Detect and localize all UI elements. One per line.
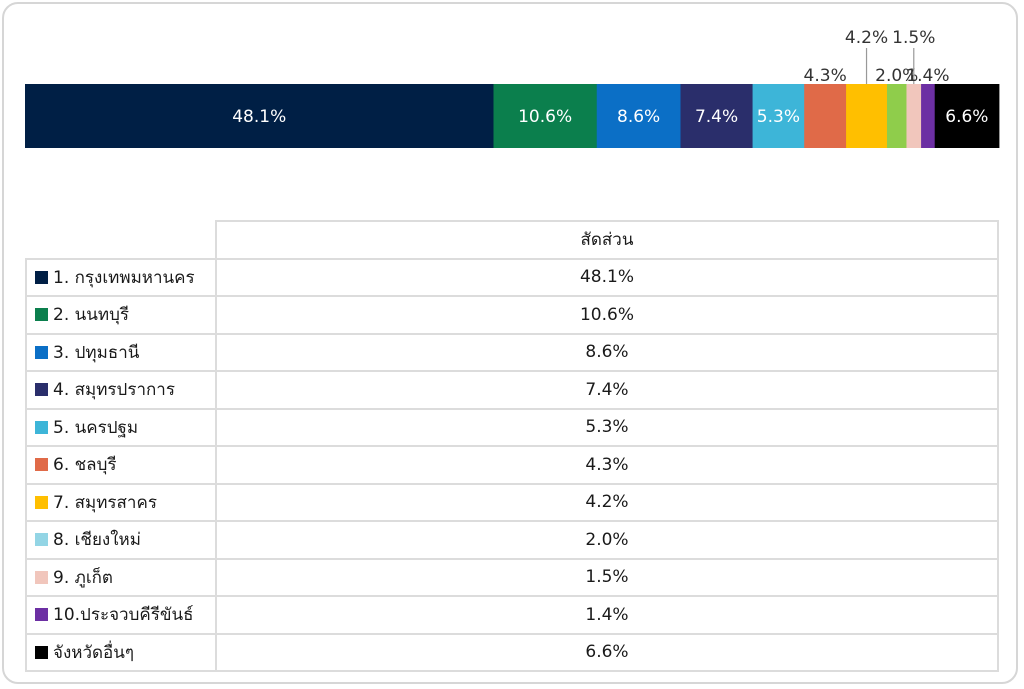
row-label: 3. ปทุมธานี: [53, 342, 140, 363]
table-row: 4. สมุทรปราการ 7.4%: [25, 370, 999, 410]
row-label: 5. นครปฐม: [53, 417, 139, 438]
row-label: จังหวัดอื่นๆ: [53, 642, 135, 663]
row-value: 48.1%: [215, 257, 999, 297]
table-row: 6. ชลบุรี 4.3%: [25, 445, 999, 485]
stacked-bar-chart: 48.1% 10.6% 8.6% 7.4% 5.3% 4.3% 4.2% 2.0% 1.5% 1.…: [25, 28, 1000, 148]
table-row: 3. ปทุมธานี 8.6%: [25, 332, 999, 372]
row-label: 8. เชียงใหม่: [53, 530, 141, 551]
legend-swatch: [35, 458, 48, 472]
row-label: 7. สมุทรสาคร: [53, 492, 157, 513]
table-corner: [26, 221, 217, 260]
bar-segment-2: [493, 84, 598, 148]
bar-value-label-7: 4.2%: [845, 28, 888, 48]
row-value: 5.3%: [215, 407, 999, 447]
row-value: 10.6%: [215, 295, 999, 335]
bar-value-label-6: 4.3%: [804, 66, 847, 86]
legend-swatch: [35, 608, 48, 622]
bar-segment-1: [25, 84, 494, 148]
table-column-header: สัดส่วน: [215, 220, 999, 260]
bar-segment-8: [886, 84, 907, 148]
bar-segment-4: [680, 84, 753, 148]
row-label: 6. ชลบุรี: [53, 455, 117, 476]
row-value: 2.0%: [215, 520, 999, 560]
table-row: 8. เชียงใหม่ 2.0%: [25, 520, 999, 560]
legend-swatch: [35, 383, 48, 397]
legend-swatch: [35, 420, 48, 434]
table-row: 7. สมุทรสาคร 4.2%: [25, 482, 999, 522]
bar-value-label-5: 5.3%: [757, 107, 800, 127]
table-row: 5. นครปฐม 5.3%: [25, 407, 999, 447]
row-label: 4. สมุทรปราการ: [53, 380, 175, 401]
bar-value-label-1: 48.1%: [232, 107, 286, 127]
table-row: 9. ภูเก็ต 1.5%: [25, 557, 999, 597]
row-label-cell: 2. นนทบุรี: [25, 295, 217, 335]
row-label-cell: 4. สมุทรปราการ: [25, 370, 217, 410]
row-label-cell: 9. ภูเก็ต: [25, 557, 217, 597]
legend-swatch: [35, 570, 48, 584]
data-table: สัดส่วน 1. กรุงเทพมหานคร 48.1% 2. นนทบุรี 1…: [25, 220, 999, 672]
legend-swatch: [35, 270, 48, 284]
row-label-cell: 8. เชียงใหม่: [25, 520, 217, 560]
bar-value-label-10: 1.4%: [906, 66, 949, 86]
row-label-cell: 5. นครปฐม: [25, 407, 217, 447]
table-row: 1. กรุงเทพมหานคร 48.1%: [25, 257, 999, 297]
row-value: 1.5%: [215, 557, 999, 597]
row-value: 6.6%: [215, 632, 999, 672]
bar-segment-9: [906, 84, 922, 148]
bar-value-label-4: 7.4%: [695, 107, 738, 127]
row-label: 1. กรุงเทพมหานคร: [53, 267, 195, 288]
table-row: 10.ประจวบคีรีขันธ์ 1.4%: [25, 595, 999, 635]
row-label-cell: 6. ชลบุรี: [25, 445, 217, 485]
legend-swatch: [35, 308, 48, 322]
row-value: 7.4%: [215, 370, 999, 410]
row-label-cell: 3. ปทุมธานี: [25, 332, 217, 372]
bar-value-label-2: 10.6%: [518, 107, 572, 127]
legend-swatch: [35, 645, 48, 659]
row-label-cell: 10.ประจวบคีรีขันธ์: [25, 595, 217, 635]
bar-segment-10: [921, 84, 936, 148]
bar-segment-5: [752, 84, 805, 148]
bar-segment-11: [934, 84, 1000, 148]
bar-segment-3: [596, 84, 681, 148]
row-value: 1.4%: [215, 595, 999, 635]
legend-swatch: [35, 495, 48, 509]
bar-segment-6: [804, 84, 847, 148]
row-label: 10.ประจวบคีรีขันธ์: [53, 605, 194, 626]
table-row: จังหวัดอื่นๆ 6.6%: [25, 632, 999, 672]
row-label-cell: 7. สมุทรสาคร: [25, 482, 217, 522]
table-row: 2. นนทบุรี 10.6%: [25, 295, 999, 335]
row-value: 4.3%: [215, 445, 999, 485]
bar-value-label-8: 2.0%: [875, 66, 918, 86]
bar-value-label-11: 6.6%: [945, 107, 988, 127]
legend-swatch: [35, 533, 48, 547]
legend-swatch: [35, 345, 48, 359]
row-label: 2. นนทบุรี: [53, 305, 129, 326]
bar-segment-7: [846, 84, 888, 148]
bar-value-label-3: 8.6%: [617, 107, 660, 127]
row-value: 4.2%: [215, 482, 999, 522]
row-label: 9. ภูเก็ต: [53, 567, 113, 588]
row-label-cell: 1. กรุงเทพมหานคร: [25, 257, 217, 297]
bar-value-label-9: 1.5%: [892, 28, 935, 48]
row-value: 8.6%: [215, 332, 999, 372]
row-label-cell: จังหวัดอื่นๆ: [25, 632, 217, 672]
